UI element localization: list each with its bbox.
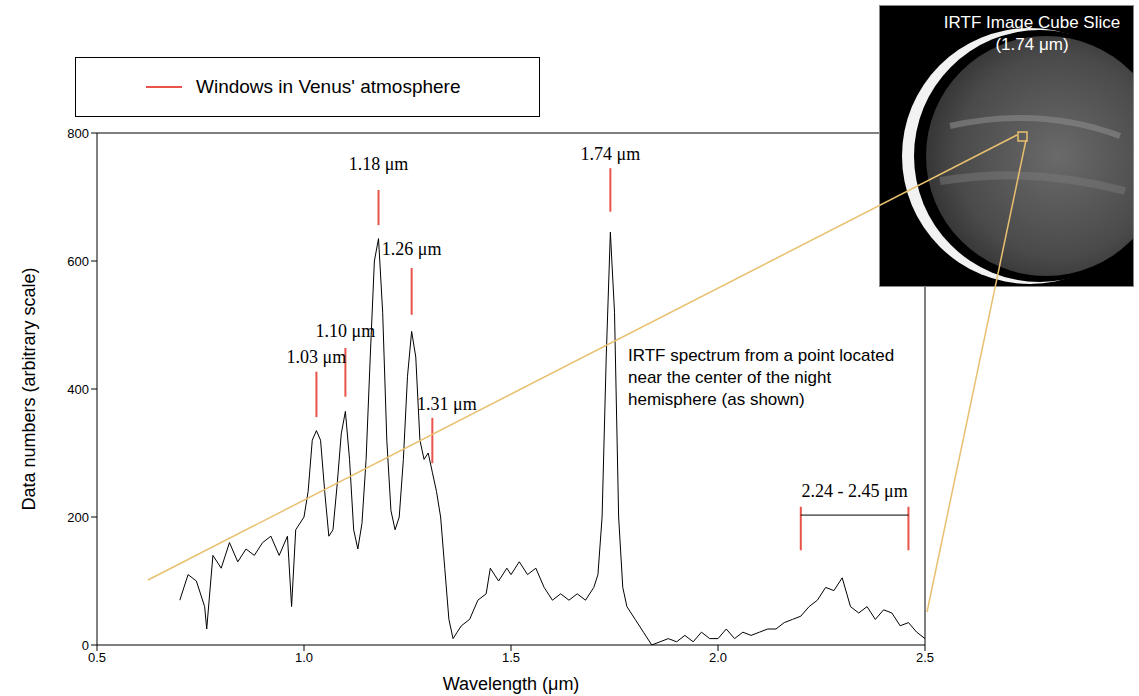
svg-text:1.74 μm: 1.74 μm: [581, 144, 641, 164]
svg-text:600: 600: [67, 254, 89, 269]
svg-text:Wavelength (μm): Wavelength (μm): [443, 674, 580, 694]
html-text:Windows in Venus' atmosphere: Windows in Venus' atmosphere: [196, 76, 461, 97]
svg-text:1.03 μm: 1.03 μm: [287, 347, 347, 367]
html-text:IRTF spectrum from a point loc: IRTF spectrum from a point located near …: [628, 346, 895, 409]
html-text:IRTF Image Cube Slice (1.74 μm: IRTF Image Cube Slice (1.74 μm): [943, 13, 1121, 54]
svg-text:800: 800: [67, 126, 89, 141]
svg-text:1.0: 1.0: [295, 650, 313, 665]
svg-text:2.5: 2.5: [916, 650, 934, 665]
svg-text:1.5: 1.5: [502, 650, 520, 665]
svg-text:2.24 - 2.45 μm: 2.24 - 2.45 μm: [802, 481, 908, 501]
svg-text:1.31 μm: 1.31 μm: [417, 394, 477, 414]
svg-text:0.5: 0.5: [88, 650, 106, 665]
svg-text:Data numbers (arbitrary scale): Data numbers (arbitrary scale): [19, 267, 39, 510]
svg-text:1.18 μm: 1.18 μm: [349, 154, 409, 174]
svg-text:1.10 μm: 1.10 μm: [316, 321, 376, 341]
svg-text:0: 0: [82, 638, 89, 653]
svg-text:1.26 μm: 1.26 μm: [382, 239, 442, 259]
svg-text:400: 400: [67, 382, 89, 397]
svg-text:2.0: 2.0: [709, 650, 727, 665]
svg-text:200: 200: [67, 510, 89, 525]
